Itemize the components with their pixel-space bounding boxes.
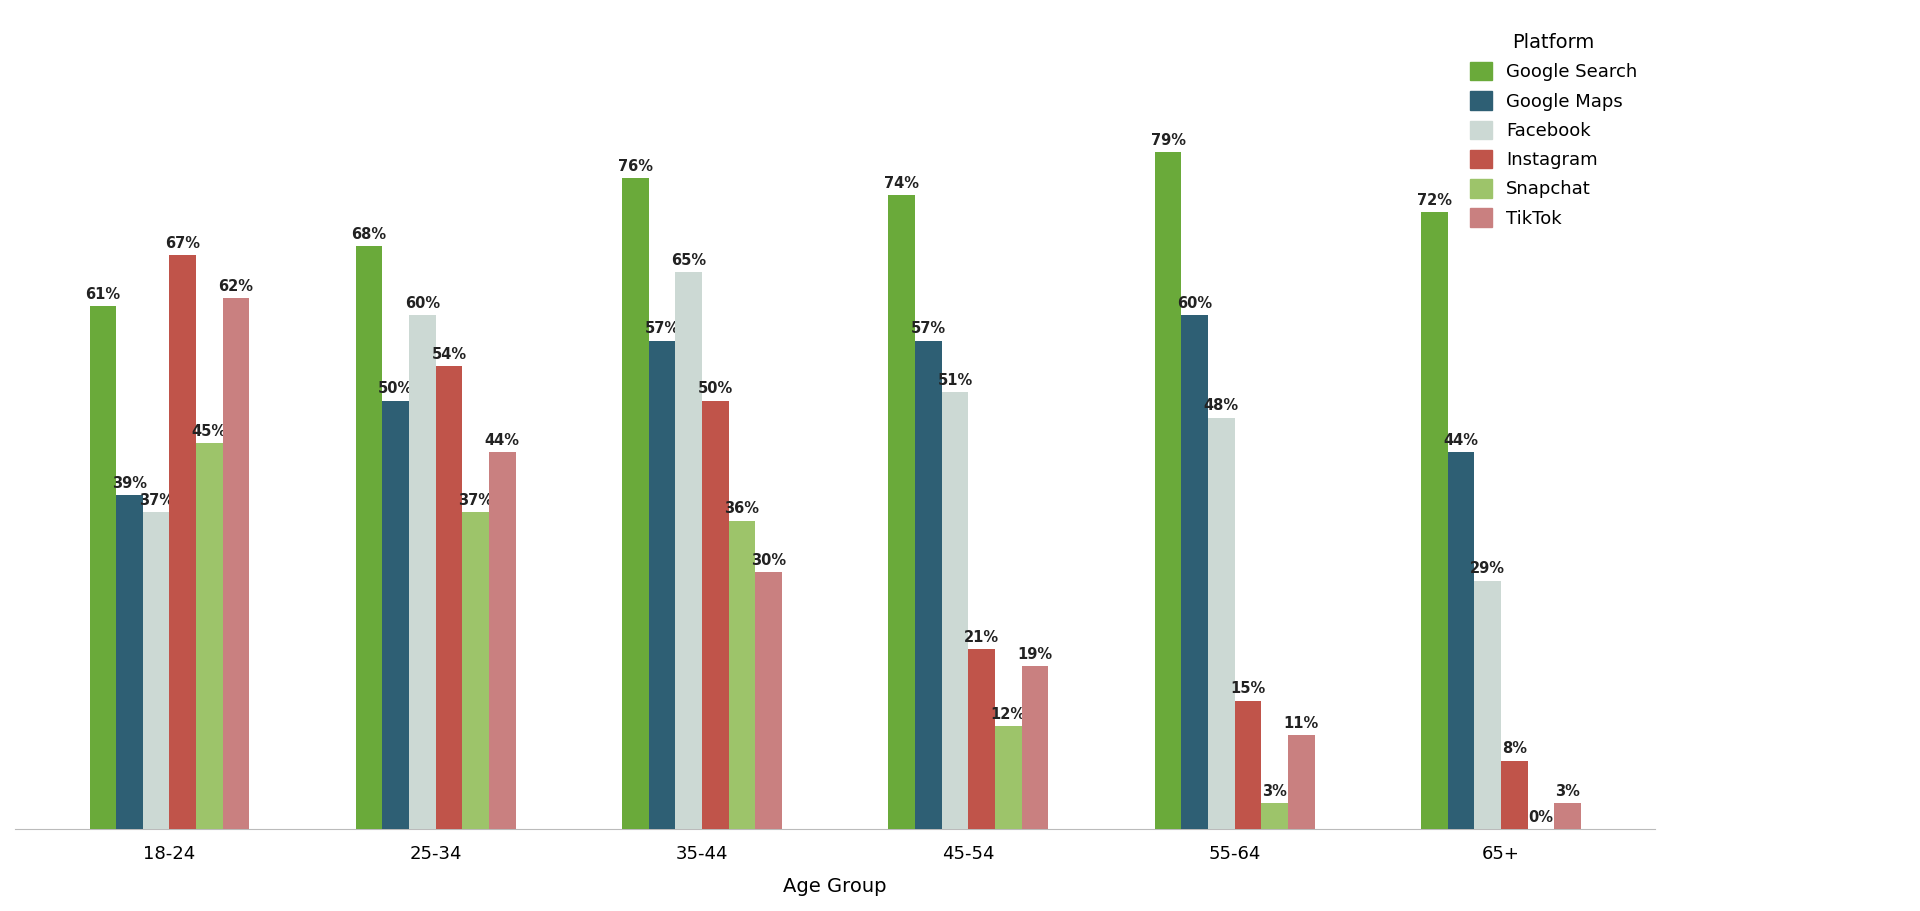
Bar (1021, 666, 1048, 829)
Bar (490, 452, 516, 829)
Bar (968, 650, 995, 829)
Bar (117, 495, 142, 829)
Text: 61%: 61% (84, 287, 121, 302)
Text: 50%: 50% (697, 382, 733, 396)
Legend: Google Search, Google Maps, Facebook, Instagram, Snapchat, TikTok: Google Search, Google Maps, Facebook, In… (1461, 24, 1645, 237)
Text: 44%: 44% (1444, 433, 1478, 448)
Text: 37%: 37% (138, 493, 173, 507)
Text: 39%: 39% (111, 476, 148, 491)
Text: 72%: 72% (1417, 193, 1452, 208)
Text: 48%: 48% (1204, 398, 1238, 414)
Bar (223, 298, 250, 829)
Text: 12%: 12% (991, 707, 1025, 722)
Text: 44%: 44% (486, 433, 520, 448)
Text: 29%: 29% (1471, 561, 1505, 577)
Bar (1448, 452, 1475, 829)
Bar (409, 315, 436, 829)
Text: 15%: 15% (1231, 681, 1265, 696)
Bar (1235, 701, 1261, 829)
Text: 57%: 57% (910, 322, 947, 336)
Bar (755, 572, 781, 829)
Text: 60%: 60% (1177, 296, 1212, 311)
Bar (1154, 152, 1181, 829)
Text: 65%: 65% (672, 253, 707, 268)
Bar (1501, 761, 1528, 829)
Bar (90, 306, 117, 829)
Bar (169, 255, 196, 829)
Bar (676, 272, 703, 829)
Bar (1475, 580, 1501, 829)
Bar (463, 512, 490, 829)
Text: 51%: 51% (937, 373, 973, 388)
Text: 74%: 74% (885, 176, 920, 190)
Text: 3%: 3% (1555, 784, 1580, 799)
Bar (382, 401, 409, 829)
Text: 36%: 36% (724, 501, 760, 517)
Bar (622, 178, 649, 829)
Text: 37%: 37% (459, 493, 493, 507)
Bar (1288, 735, 1315, 829)
X-axis label: Age Group: Age Group (783, 877, 887, 896)
Text: 0%: 0% (1528, 810, 1553, 824)
Text: 79%: 79% (1150, 133, 1185, 148)
Text: 30%: 30% (751, 553, 785, 568)
Bar (142, 512, 169, 829)
Text: 62%: 62% (219, 279, 253, 293)
Text: 45%: 45% (192, 425, 227, 439)
Text: 68%: 68% (351, 227, 386, 242)
Text: 19%: 19% (1018, 647, 1052, 662)
Bar (995, 726, 1021, 829)
Bar (1261, 804, 1288, 829)
Bar (916, 341, 941, 829)
Bar (196, 444, 223, 829)
Bar (1181, 315, 1208, 829)
Bar (1421, 212, 1448, 829)
Text: 50%: 50% (378, 382, 413, 396)
Bar (355, 246, 382, 829)
Text: 21%: 21% (964, 630, 998, 645)
Text: 8%: 8% (1501, 742, 1526, 756)
Text: 11%: 11% (1284, 715, 1319, 731)
Text: 54%: 54% (432, 347, 467, 362)
Bar (1208, 418, 1235, 829)
Text: 67%: 67% (165, 236, 200, 251)
Bar (1553, 804, 1580, 829)
Bar (889, 195, 916, 829)
Bar (436, 366, 463, 829)
Bar (941, 392, 968, 829)
Text: 57%: 57% (645, 322, 680, 336)
Bar (649, 341, 676, 829)
Bar (730, 520, 755, 829)
Bar (703, 401, 730, 829)
Text: 3%: 3% (1261, 784, 1286, 799)
Text: 76%: 76% (618, 159, 653, 173)
Text: 60%: 60% (405, 296, 440, 311)
